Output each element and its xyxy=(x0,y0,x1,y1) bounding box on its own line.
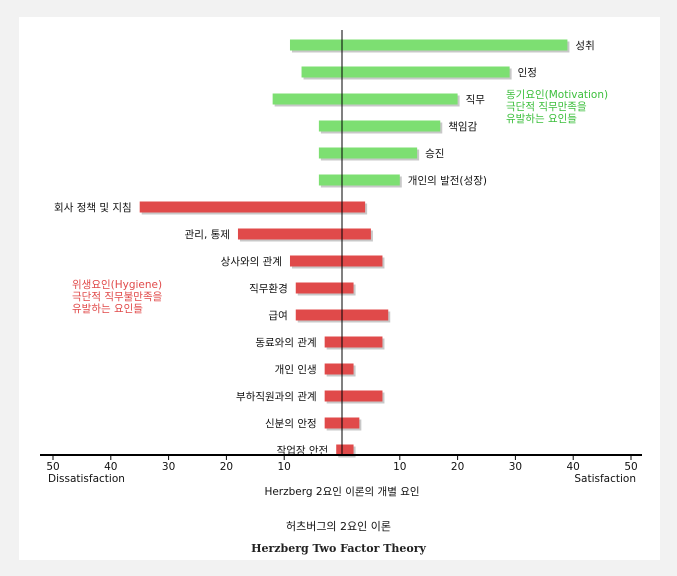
bar-label: 회사 정책 및 지침 xyxy=(54,202,132,214)
bar-hygiene-5 xyxy=(324,336,383,348)
bar-hygiene-6 xyxy=(324,363,354,375)
legend-motivation: 동기요인(Motivation) 극단적 직무만족을 유발하는 요인들 xyxy=(506,89,608,125)
bar-label: 상사와의 관계 xyxy=(221,256,282,268)
bar-label: 개인 인생 xyxy=(275,364,317,376)
x-label-right: Satisfaction xyxy=(574,473,636,485)
bar-label: 직무환경 xyxy=(249,282,288,295)
x-tick-label: 40 xyxy=(567,461,580,473)
x-tick-label: 40 xyxy=(104,461,117,473)
bar-motivation-2 xyxy=(272,93,458,105)
x-label-left: Dissatisfaction xyxy=(48,473,125,485)
bar-hygiene-3 xyxy=(295,282,354,294)
legend-motivation-line-1: 동기요인(Motivation) xyxy=(506,89,608,101)
legend-hygiene-line-2: 극단적 직무불만족을 xyxy=(72,291,163,303)
caption-english: Herzberg Two Factor Theory xyxy=(251,542,426,555)
bar-label: 성취 xyxy=(575,40,594,52)
bar-hygiene-9 xyxy=(336,444,354,456)
axis-title: Herzberg 2요인 이론의 개별 요인 xyxy=(264,486,419,498)
bar-motivation-5 xyxy=(318,174,400,186)
bar-label: 직무 xyxy=(466,94,486,106)
legend-hygiene-line-1: 위생요인(Hygiene) xyxy=(72,278,162,291)
bar-hygiene-0 xyxy=(139,201,366,213)
x-ticks-layer: 50 40 30 20 10 10 20 30 40 50 xyxy=(46,455,638,473)
x-tick-label: 20 xyxy=(451,461,464,473)
bar-label: 개인의 발전(성장) xyxy=(408,175,487,187)
bar-label: 책임감 xyxy=(448,120,477,133)
bar-motivation-3 xyxy=(318,120,441,132)
bar-motivation-1 xyxy=(301,66,510,78)
bar-label: 인정 xyxy=(518,67,537,79)
bar-motivation-4 xyxy=(318,147,418,159)
bar-label: 승진 xyxy=(425,148,444,160)
bar-hygiene-2 xyxy=(289,255,383,267)
legend-motivation-line-3: 유발하는 요인들 xyxy=(506,112,577,125)
x-tick-label: 30 xyxy=(509,461,522,473)
x-tick-label: 10 xyxy=(393,461,406,473)
bar-label: 작업장 안전 xyxy=(277,444,329,457)
bar-label: 부하직원과의 관계 xyxy=(236,390,317,403)
bar-label: 급여 xyxy=(268,310,287,322)
legend-motivation-line-2: 극단적 직무만족을 xyxy=(506,101,587,113)
x-tick-label: 10 xyxy=(278,461,291,473)
bar-hygiene-1 xyxy=(237,228,371,240)
x-tick-label: 50 xyxy=(46,461,59,473)
bar-hygiene-7 xyxy=(324,390,383,402)
bar-motivation-0 xyxy=(289,39,568,51)
x-tick-label: 20 xyxy=(220,461,233,473)
x-tick-label: 50 xyxy=(624,461,637,473)
bars-layer xyxy=(139,39,570,458)
bar-label: 관리, 통제 xyxy=(185,229,230,241)
x-tick-label: 30 xyxy=(162,461,175,473)
legend-hygiene: 위생요인(Hygiene) 극단적 직무불만족을 유발하는 요인들 xyxy=(72,278,163,315)
legend-hygiene-line-3: 유발하는 요인들 xyxy=(72,302,143,315)
bar-label: 동료와의 관계 xyxy=(255,337,316,349)
caption-korean: 허츠버그의 2요인 이론 xyxy=(285,520,392,533)
bar-label: 신분의 안정 xyxy=(265,418,317,430)
